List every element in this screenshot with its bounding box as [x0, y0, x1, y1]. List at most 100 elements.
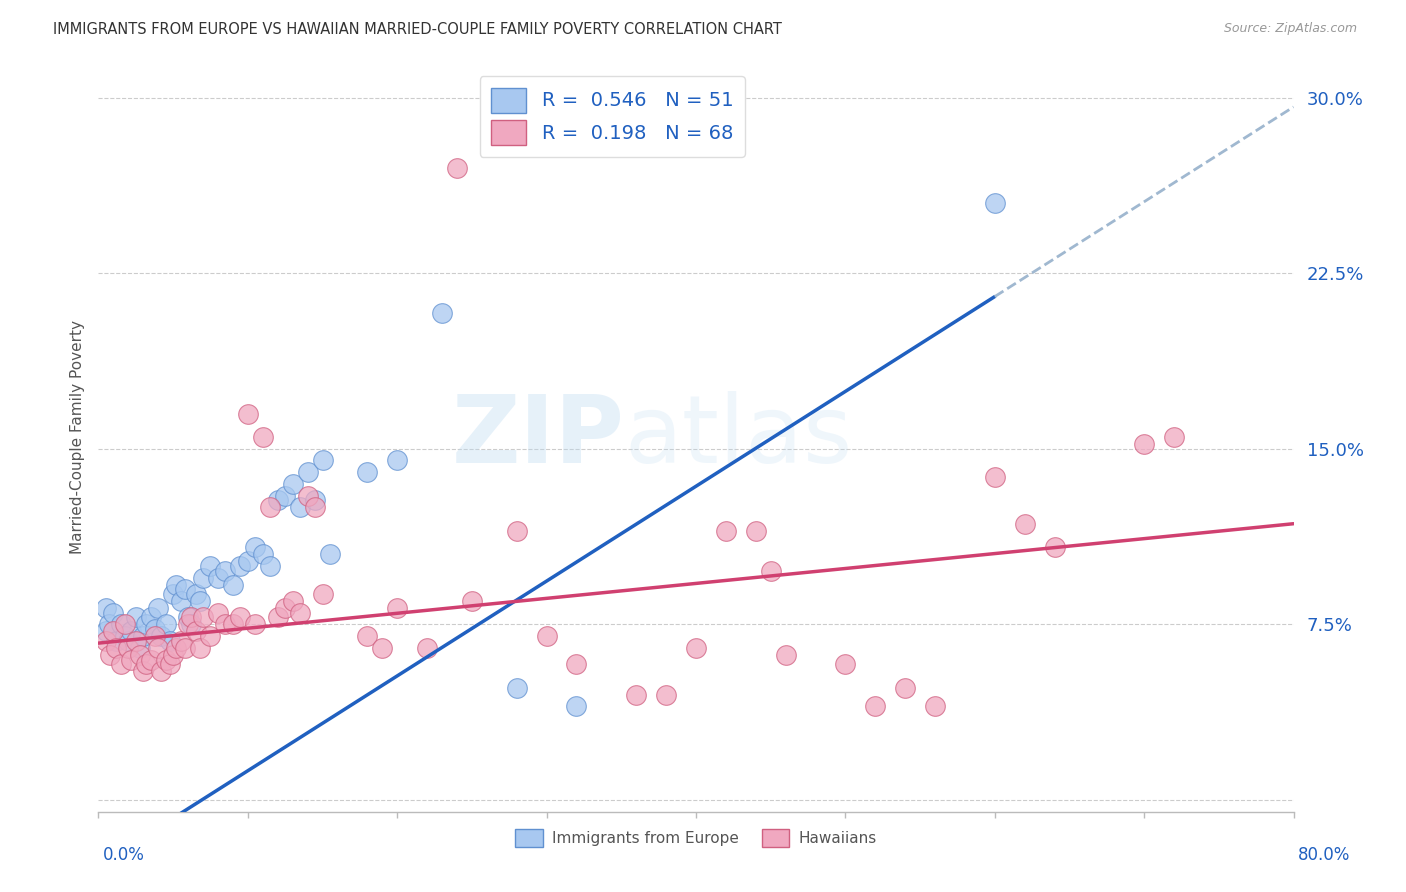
Text: 80.0%: 80.0%	[1298, 846, 1350, 863]
Point	[267, 493, 290, 508]
Point	[184, 587, 207, 601]
Point	[446, 161, 468, 175]
Point	[311, 453, 333, 467]
Point	[174, 582, 197, 597]
Point	[461, 594, 484, 608]
Point	[125, 633, 148, 648]
Point	[214, 564, 236, 578]
Point	[94, 633, 117, 648]
Point	[103, 606, 125, 620]
Point	[139, 652, 162, 666]
Text: Source: ZipAtlas.com: Source: ZipAtlas.com	[1223, 22, 1357, 36]
Point	[288, 606, 311, 620]
Point	[311, 587, 333, 601]
Point	[150, 664, 173, 679]
Point	[416, 640, 439, 655]
Point	[188, 640, 211, 655]
Point	[169, 594, 191, 608]
Text: 0.0%: 0.0%	[103, 846, 145, 863]
Point	[236, 554, 259, 568]
Point	[155, 652, 177, 666]
Point	[114, 629, 136, 643]
Point	[245, 540, 267, 554]
Point	[129, 640, 152, 655]
Point	[281, 476, 304, 491]
Point	[356, 465, 378, 479]
Point	[169, 633, 191, 648]
Point	[97, 617, 120, 632]
Point	[114, 617, 136, 632]
Point	[120, 624, 142, 639]
Point	[105, 640, 128, 655]
Point	[207, 606, 229, 620]
Point	[714, 524, 737, 538]
Point	[655, 688, 678, 702]
Point	[834, 657, 856, 672]
Point	[94, 624, 117, 639]
Point	[110, 657, 132, 672]
Point	[188, 594, 211, 608]
Point	[129, 648, 152, 662]
Point	[984, 195, 1007, 210]
Point	[180, 610, 202, 624]
Point	[745, 524, 768, 538]
Point	[304, 500, 326, 515]
Point	[536, 629, 558, 643]
Point	[135, 617, 157, 632]
Point	[865, 699, 887, 714]
Point	[245, 617, 267, 632]
Point	[148, 601, 170, 615]
Point	[155, 617, 177, 632]
Legend: Immigrants from Europe, Hawaiians: Immigrants from Europe, Hawaiians	[509, 823, 883, 853]
Point	[125, 610, 148, 624]
Point	[177, 617, 200, 632]
Point	[259, 500, 281, 515]
Point	[297, 465, 319, 479]
Point	[200, 558, 222, 573]
Point	[132, 664, 155, 679]
Point	[177, 610, 200, 624]
Point	[565, 657, 588, 672]
Point	[775, 648, 797, 662]
Point	[252, 430, 274, 444]
Point	[135, 657, 157, 672]
Point	[120, 652, 142, 666]
Point	[685, 640, 707, 655]
Point	[506, 524, 529, 538]
Point	[236, 407, 259, 421]
Point	[924, 699, 946, 714]
Point	[174, 640, 197, 655]
Point	[267, 610, 290, 624]
Point	[297, 489, 319, 503]
Point	[1163, 430, 1185, 444]
Point	[162, 587, 184, 601]
Text: IMMIGRANTS FROM EUROPE VS HAWAIIAN MARRIED-COUPLE FAMILY POVERTY CORRELATION CHA: IMMIGRANTS FROM EUROPE VS HAWAIIAN MARRI…	[53, 22, 782, 37]
Point	[1014, 516, 1036, 531]
Point	[430, 306, 453, 320]
Point	[274, 601, 297, 615]
Point	[281, 594, 304, 608]
Point	[252, 547, 274, 561]
Point	[139, 610, 162, 624]
Point	[132, 629, 155, 643]
Point	[103, 624, 125, 639]
Point	[184, 624, 207, 639]
Point	[117, 640, 139, 655]
Point	[506, 681, 529, 695]
Point	[180, 617, 202, 632]
Point	[98, 648, 122, 662]
Point	[150, 629, 173, 643]
Y-axis label: Married-Couple Family Poverty: Married-Couple Family Poverty	[69, 320, 84, 554]
Point	[200, 629, 222, 643]
Point	[143, 622, 166, 636]
Point	[356, 629, 378, 643]
Point	[371, 640, 394, 655]
Point	[165, 577, 187, 591]
Point	[165, 640, 187, 655]
Point	[105, 633, 128, 648]
Point	[229, 610, 252, 624]
Text: ZIP: ZIP	[451, 391, 624, 483]
Point	[319, 547, 342, 561]
Point	[385, 453, 409, 467]
Point	[1133, 437, 1156, 451]
